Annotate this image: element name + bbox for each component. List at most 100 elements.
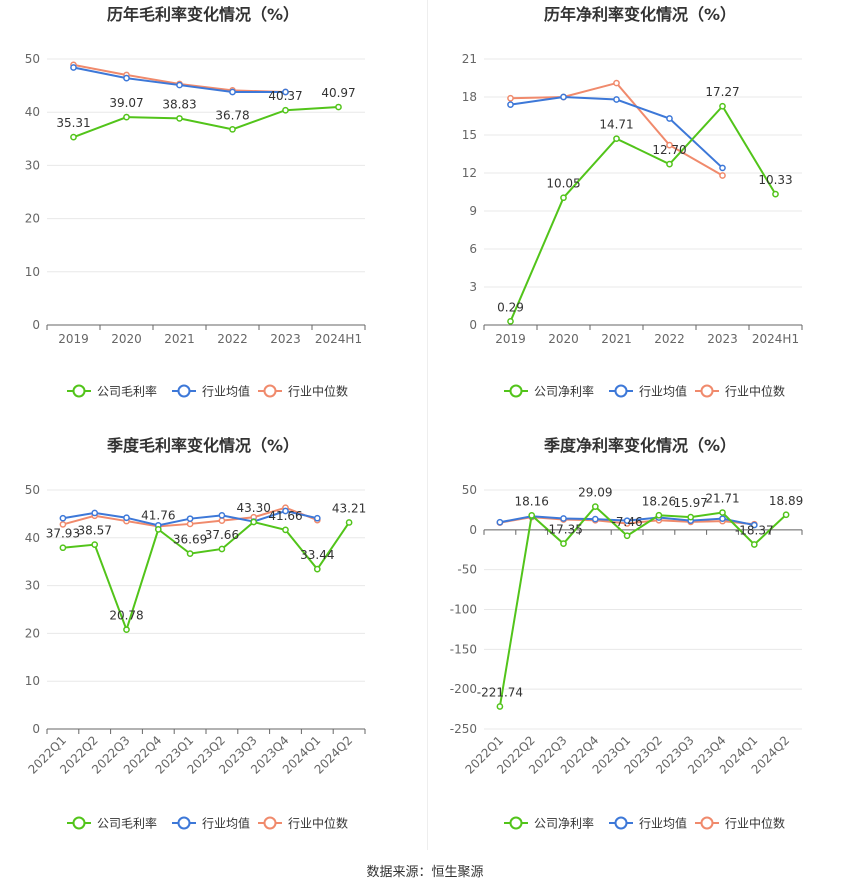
data-point	[218, 545, 226, 553]
data-label: 36.78	[215, 108, 249, 122]
data-point	[666, 141, 673, 149]
data-label: 14.71	[599, 118, 633, 132]
y-tick-label: 0	[469, 523, 477, 537]
legend-label: 行业中位数	[288, 384, 348, 399]
y-tick-label: 12	[462, 166, 477, 180]
data-point	[123, 514, 130, 522]
y-tick-label: 10	[25, 674, 40, 688]
data-point	[313, 514, 321, 522]
y-tick-label: 9	[469, 204, 477, 218]
data-point	[772, 190, 779, 198]
data-point	[613, 135, 620, 143]
data-point	[560, 93, 567, 101]
y-tick-label: 0	[32, 722, 40, 736]
data-label: 39.07	[109, 96, 143, 110]
legend-label: 公司毛利率	[97, 384, 157, 399]
series-line	[62, 520, 350, 633]
data-point	[59, 521, 67, 528]
data-point	[496, 518, 504, 526]
data-point	[666, 160, 673, 168]
x-tick-label: 2019	[58, 332, 89, 346]
data-point	[282, 507, 289, 515]
data-point	[507, 317, 514, 325]
x-tick-label: 2021	[601, 332, 632, 346]
x-tick-label: 2024H1	[315, 332, 362, 346]
y-tick-label: 20	[25, 626, 40, 640]
data-point	[591, 503, 599, 511]
data-label: 37.93	[46, 527, 80, 541]
y-tick-label: 50	[462, 483, 477, 497]
data-point	[591, 515, 599, 523]
legend-label: 行业均值	[639, 384, 687, 399]
legend-label: 公司毛利率	[97, 816, 157, 831]
y-tick-label: 18	[462, 90, 477, 104]
legend-marker	[509, 384, 523, 398]
chart-panel-1: 历年毛利率变化情况（%） 0 10 20 30 40 50 2019 2020 2021 2022 2…	[25, 5, 366, 399]
y-tick-label: 15	[462, 128, 477, 142]
data-label: 18.16	[515, 494, 549, 508]
y-tick-label: 0	[32, 318, 40, 332]
x-tick-label: 2024H1	[752, 332, 799, 346]
legend-label: 行业均值	[202, 384, 250, 399]
data-point	[218, 517, 226, 524]
y-tick-label: 0	[469, 318, 477, 332]
data-point	[750, 521, 758, 529]
chart-panel-2: 历年净利率变化情况（%） 0 3 6 9 12 15 18 21 2019 2020 2021 2022…	[462, 5, 803, 399]
data-point	[282, 526, 289, 534]
data-label: 15.97	[674, 496, 708, 510]
x-tick-label: 2023	[707, 332, 738, 346]
data-point	[687, 513, 695, 521]
legend-marker	[177, 816, 191, 830]
x-tick-label: 2019	[495, 332, 526, 346]
panel-divider	[427, 0, 428, 850]
legend-marker	[72, 816, 86, 830]
data-point	[623, 517, 631, 525]
data-point	[176, 115, 183, 122]
data-point	[560, 194, 567, 202]
data-label: 41.76	[141, 508, 175, 522]
legend-label: 行业中位数	[725, 384, 785, 399]
x-tick-label: 2022	[654, 332, 685, 346]
data-point	[282, 106, 289, 114]
y-tick-label: -200	[450, 682, 477, 696]
legend-marker	[72, 384, 86, 398]
data-point	[59, 544, 67, 552]
chart-title: 历年毛利率变化情况（%）	[107, 5, 299, 24]
data-point	[719, 172, 726, 179]
data-point	[719, 515, 726, 523]
data-label: 40.97	[321, 86, 355, 100]
legend-marker	[263, 816, 277, 830]
chart-title: 季度毛利率变化情况（%）	[106, 436, 299, 455]
data-point	[218, 511, 226, 519]
legend-marker	[614, 384, 628, 398]
x-tick-label: 2023	[270, 332, 301, 346]
data-label: 10.33	[758, 173, 792, 187]
y-tick-label: 30	[25, 579, 40, 593]
chart-title: 历年净利率变化情况（%）	[544, 5, 736, 24]
data-label: 0.29	[497, 300, 524, 314]
data-label: 41.66	[268, 509, 302, 523]
legend-marker	[509, 816, 523, 830]
y-tick-label: 50	[25, 52, 40, 66]
legend-label: 公司净利率	[534, 384, 594, 399]
y-tick-label: 6	[469, 242, 477, 256]
data-point	[154, 526, 162, 533]
legend-marker	[614, 816, 628, 830]
y-tick-label: -100	[450, 603, 477, 617]
data-point	[613, 79, 620, 87]
data-point	[507, 101, 514, 108]
data-label: 20.78	[109, 609, 143, 623]
data-point	[345, 519, 353, 526]
data-point	[782, 511, 790, 519]
data-point	[91, 541, 99, 548]
data-point	[123, 113, 130, 121]
data-point	[623, 532, 631, 540]
legend-label: 行业中位数	[288, 816, 348, 831]
data-point	[123, 74, 130, 82]
chart-title: 季度净利率变化情况（%）	[543, 436, 736, 455]
data-label: 36.69	[173, 533, 207, 547]
series-line	[73, 106, 339, 139]
data-label: 35.31	[56, 116, 90, 130]
data-label: -17.35	[544, 523, 583, 537]
